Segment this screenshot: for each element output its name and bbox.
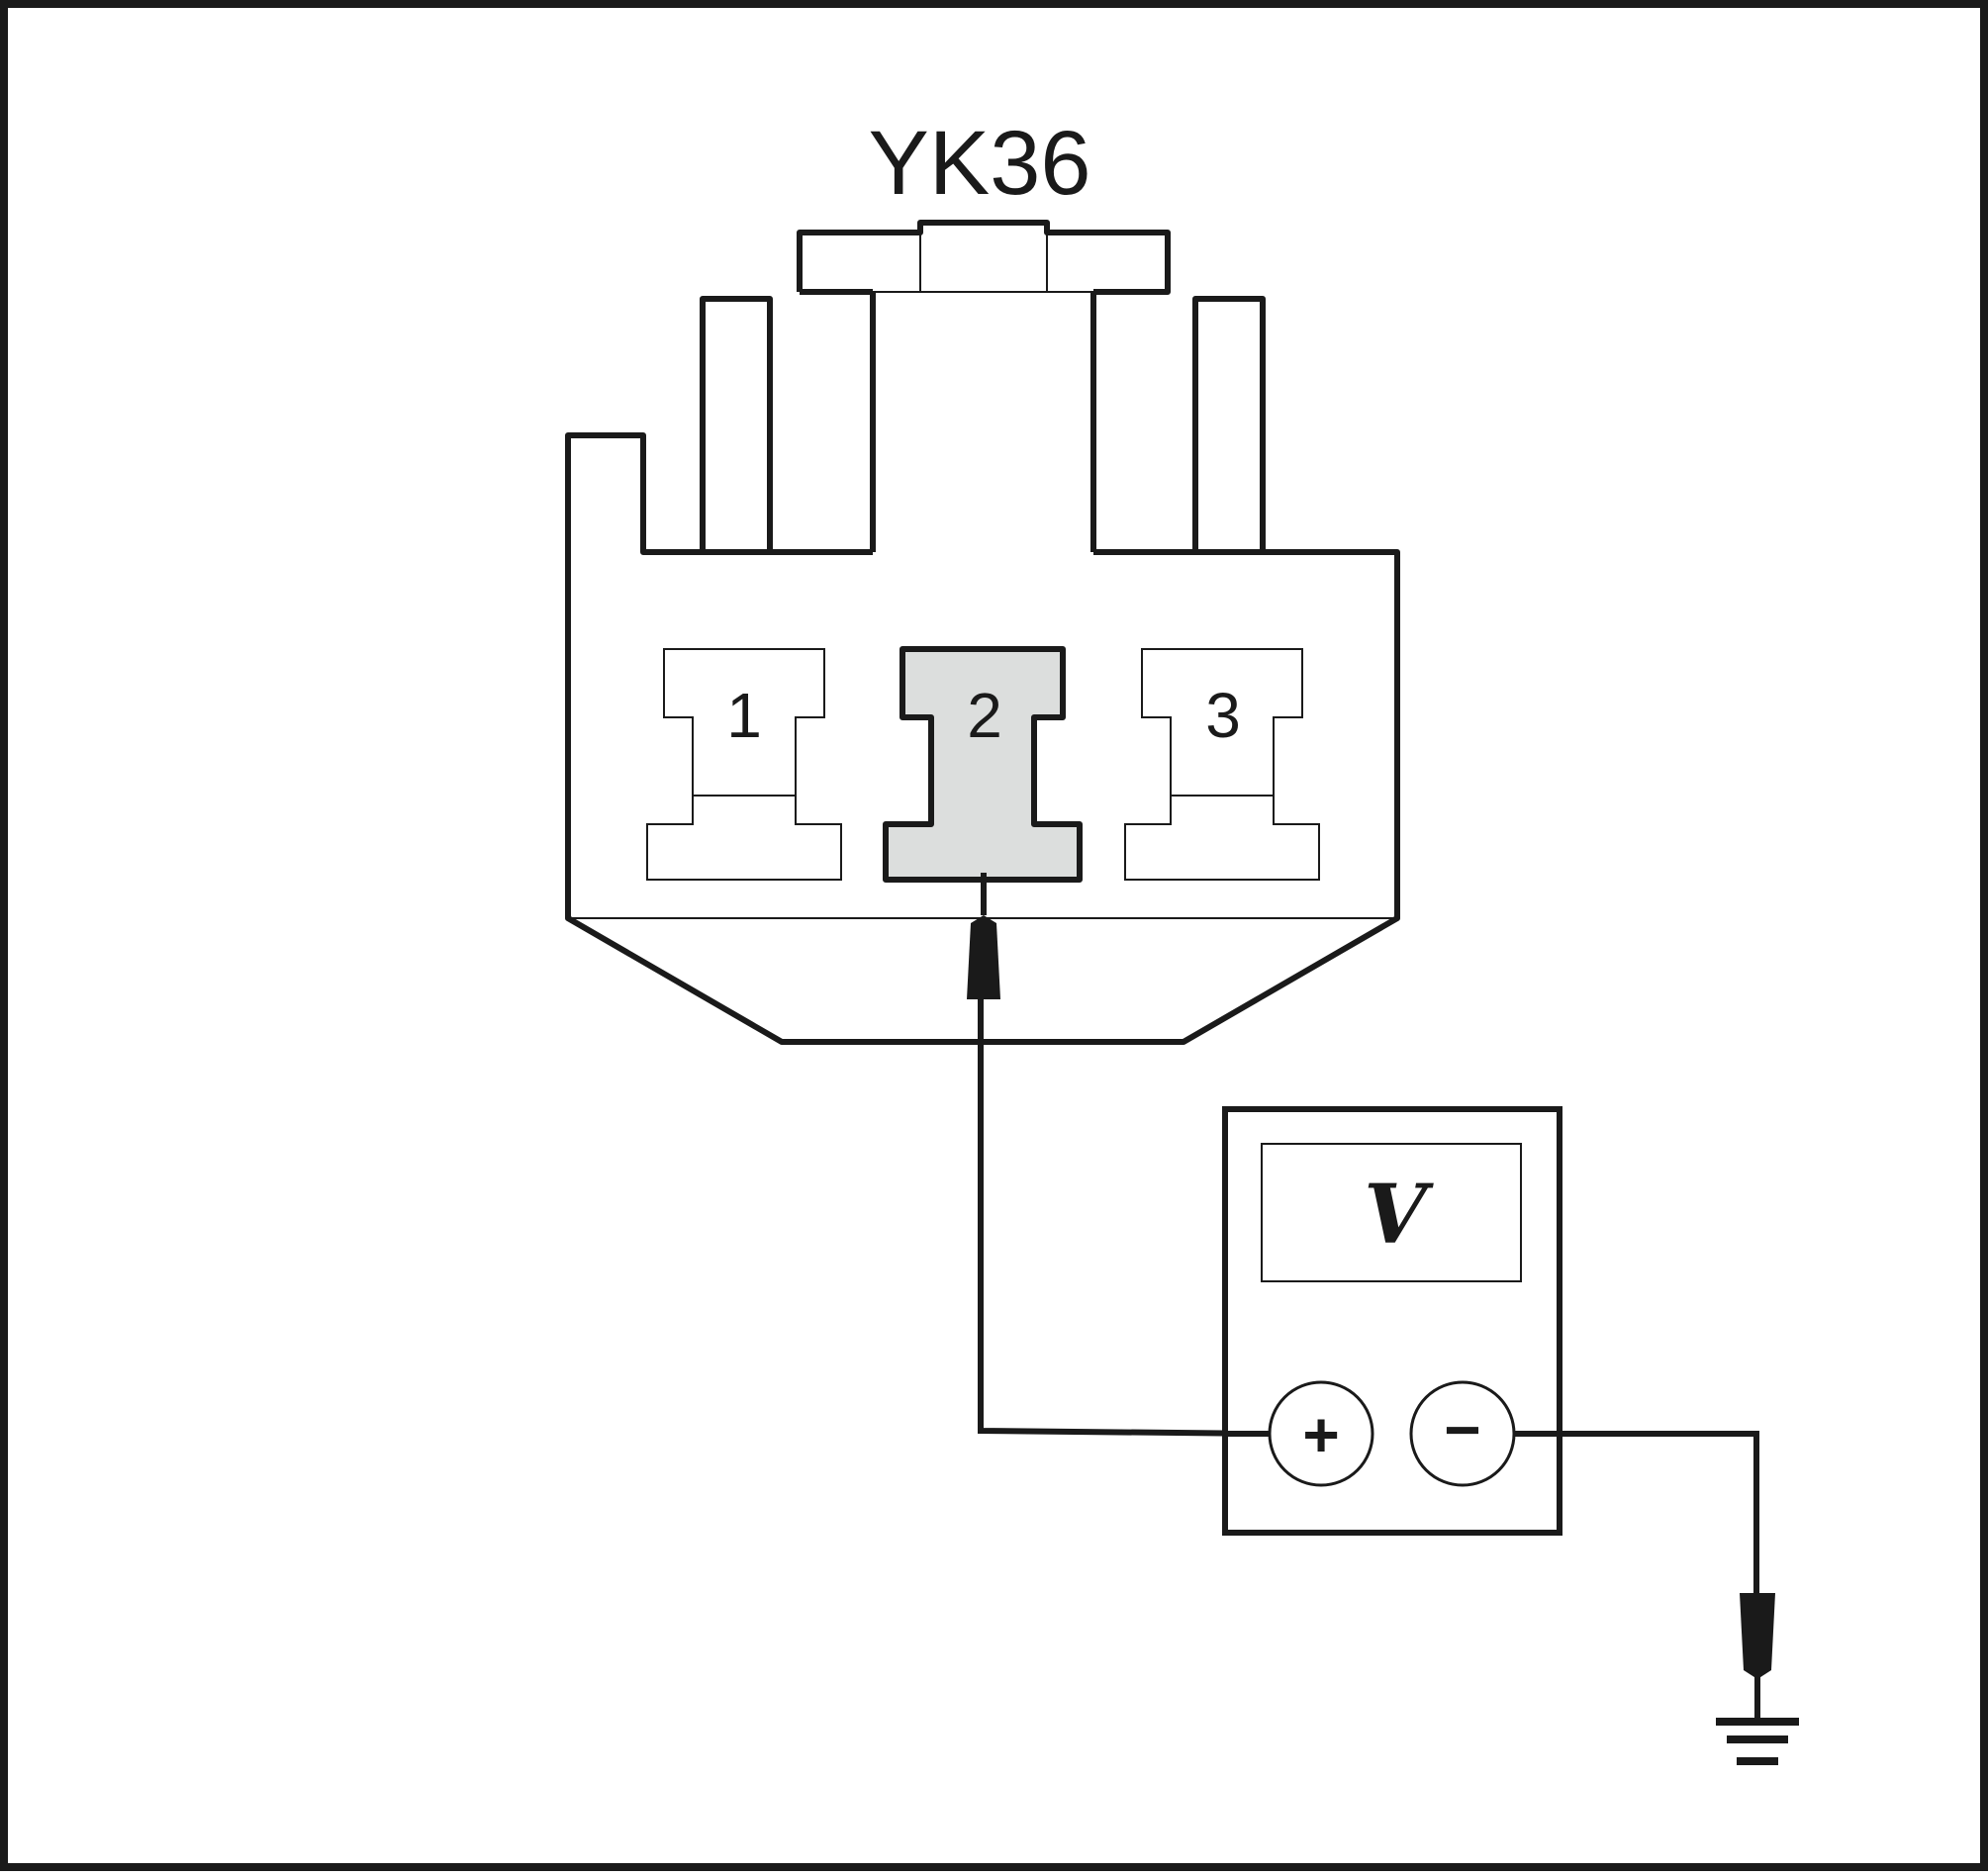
connector-housing (565, 220, 1400, 1045)
pin-2-label: 2 (967, 680, 1002, 751)
connector-label: YK36 (868, 113, 1090, 214)
voltmeter: V + − (1222, 1106, 1562, 1536)
pin-1-label: 1 (726, 680, 762, 751)
negative-probe (1740, 1593, 1775, 1722)
voltmeter-unit-symbol: V (1364, 1168, 1434, 1263)
voltmeter-display (1261, 1143, 1522, 1282)
plus-icon: + (1302, 1399, 1339, 1470)
pin-3-label: 3 (1205, 680, 1241, 751)
pin-2-terminal: 2 (883, 646, 1083, 883)
ground-icon (1716, 1718, 1799, 1765)
positive-terminal: + (1268, 1380, 1374, 1487)
positive-test-lead (978, 999, 1272, 1437)
pin-3-terminal: 3 (1124, 648, 1320, 881)
negative-terminal: − (1409, 1380, 1516, 1487)
pin-1-terminal: 1 (646, 648, 842, 881)
negative-test-lead (1560, 1431, 1759, 1593)
positive-probe (967, 873, 1000, 999)
minus-icon: − (1444, 1394, 1480, 1465)
